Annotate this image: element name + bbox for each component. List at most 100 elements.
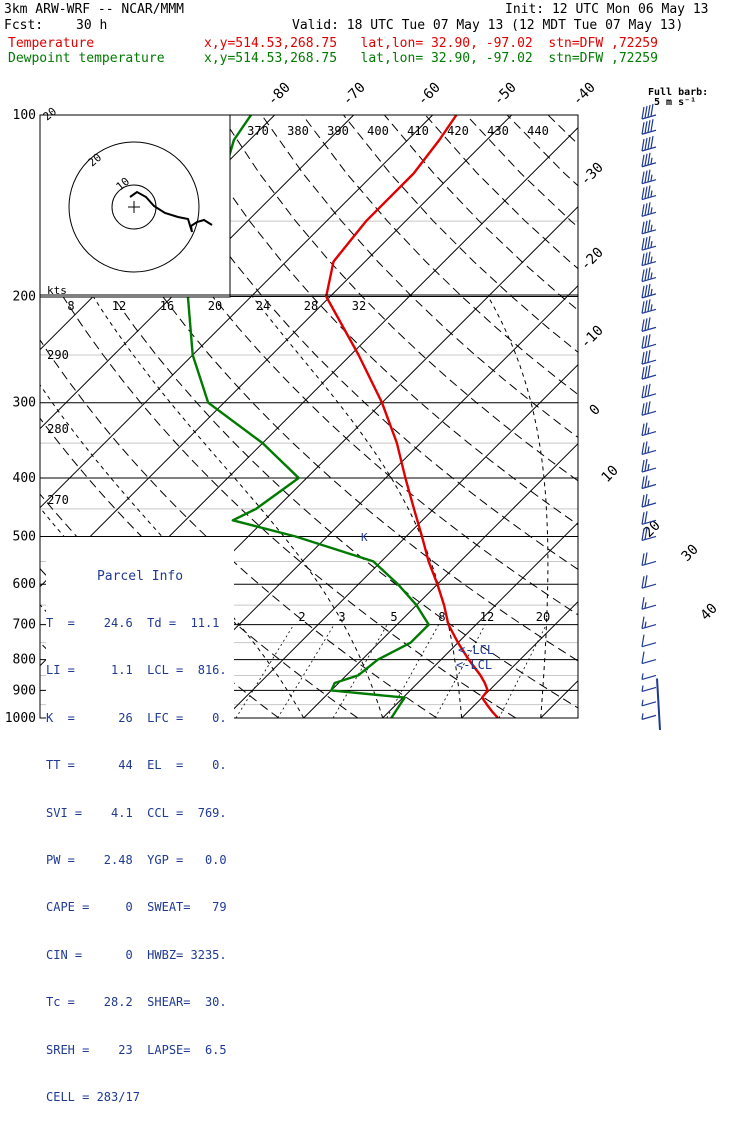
moist-adiabat bbox=[488, 297, 548, 719]
isotherm-label: -10 bbox=[578, 323, 607, 352]
theta-label: 370 bbox=[247, 124, 269, 138]
wind-barb-flag bbox=[645, 269, 647, 281]
wind-barb bbox=[642, 700, 656, 706]
isotherm-label: -50 bbox=[491, 80, 520, 109]
wind-barb bbox=[642, 252, 656, 266]
wind-barb-flag bbox=[645, 300, 647, 312]
wind-barb-flag bbox=[648, 317, 650, 329]
wind-barb-flag bbox=[645, 402, 647, 414]
wind-barb-flag bbox=[648, 499, 649, 505]
wind-barb-flag bbox=[648, 236, 650, 248]
speed-label: 24 bbox=[256, 299, 270, 313]
pressure-label: 300 bbox=[13, 396, 36, 411]
wind-barb-flag bbox=[648, 481, 649, 487]
barb-note: 5 m s⁻¹ bbox=[654, 97, 696, 108]
wind-barb bbox=[642, 334, 656, 348]
wind-barb-flag bbox=[651, 104, 653, 116]
wind-barb-flag bbox=[645, 575, 647, 587]
wind-barb-flag bbox=[642, 172, 644, 184]
isotherm-line bbox=[146, 115, 740, 718]
wind-barb-flag bbox=[651, 304, 652, 310]
wind-barb-flag bbox=[642, 139, 644, 151]
isotherm-line bbox=[541, 115, 740, 718]
wind-barb-flag bbox=[642, 403, 644, 415]
wind-barb bbox=[642, 365, 656, 379]
wind-barb-flag bbox=[642, 553, 644, 565]
wind-barb-flag bbox=[645, 154, 647, 166]
wind-barb-flag bbox=[651, 273, 652, 279]
wind-barb-flag bbox=[648, 105, 650, 117]
dry-adiabat bbox=[221, 115, 740, 718]
wind-barb-flag bbox=[648, 153, 650, 165]
speed-label: 16 bbox=[160, 299, 174, 313]
wind-barb bbox=[642, 575, 656, 588]
wind-barb-flag bbox=[642, 617, 644, 629]
wind-barb-flag bbox=[642, 685, 643, 691]
wind-barb-staff bbox=[642, 147, 656, 151]
wind-barb-flag bbox=[642, 301, 644, 313]
wind-barb-flag bbox=[648, 220, 650, 232]
isotherm-label: -20 bbox=[578, 245, 607, 274]
parcel-row: Tc = 28.2 SHEAR= 30. bbox=[46, 995, 234, 1011]
isotherm-line bbox=[462, 115, 740, 718]
wind-barb-flag bbox=[645, 253, 647, 265]
wind-barb-flag bbox=[645, 366, 647, 378]
wind-barb-flag bbox=[648, 384, 650, 396]
wind-barb-flag bbox=[648, 464, 649, 470]
isotherm-label: 40 bbox=[698, 601, 721, 624]
hodograph-unit: kts bbox=[47, 284, 67, 297]
parcel-row: LI = 1.1 LCL = 816. bbox=[46, 663, 234, 679]
wind-barb-flag bbox=[642, 367, 644, 379]
wind-barb bbox=[642, 635, 656, 647]
wind-barb bbox=[642, 476, 656, 489]
wind-barb-flag bbox=[642, 673, 643, 679]
wind-barb-flag bbox=[642, 270, 644, 282]
wind-barb-flag bbox=[648, 268, 650, 280]
wind-barb bbox=[642, 236, 656, 250]
theta-label: 410 bbox=[407, 124, 429, 138]
wind-barb bbox=[642, 552, 656, 565]
parcel-info-panel: Parcel Info T = 24.6 Td = 11.1 LI = 1.1 … bbox=[46, 537, 234, 727]
wind-barb-staff bbox=[642, 485, 656, 489]
wind-barb bbox=[642, 317, 656, 331]
theta-label: 430 bbox=[487, 124, 509, 138]
wind-barb-flag bbox=[648, 299, 650, 311]
theta-label: 280 bbox=[47, 422, 69, 436]
parcel-row: TT = 44 EL = 0. bbox=[46, 758, 234, 774]
wind-barb-flag bbox=[645, 106, 647, 118]
speed-label: 12 bbox=[112, 299, 126, 313]
wind-barb-flag bbox=[648, 252, 650, 264]
mixing-ratio-label: 20 bbox=[536, 610, 550, 624]
parcel-row: PW = 2.48 YGP = 0.0 bbox=[46, 853, 234, 869]
mixing-ratio-label: 5 bbox=[390, 610, 397, 624]
isotherm-line bbox=[620, 115, 740, 718]
wind-barb-flag bbox=[645, 351, 647, 363]
wind-barb bbox=[642, 652, 656, 664]
wind-barb-flag bbox=[642, 442, 644, 454]
wind-barb-flag bbox=[651, 207, 652, 213]
wind-barb-flag bbox=[648, 170, 650, 182]
dry-adiabat bbox=[466, 115, 740, 718]
mixing-ratio-line bbox=[499, 625, 546, 718]
wind-barb-staff bbox=[642, 702, 656, 706]
wind-barb-flag bbox=[642, 238, 644, 250]
wind-barb-flag bbox=[645, 441, 647, 453]
wind-barb bbox=[642, 136, 656, 151]
parcel-info-title: Parcel Info bbox=[46, 569, 234, 585]
wind-barb-flag bbox=[648, 365, 650, 377]
wind-barb-staff bbox=[642, 294, 656, 298]
lcl-label: <-LCL bbox=[458, 643, 494, 657]
theta-label: 400 bbox=[367, 124, 389, 138]
wind-barb-flag bbox=[642, 352, 644, 364]
wind-barb-flag bbox=[648, 350, 650, 362]
wind-barb-flag bbox=[642, 424, 644, 436]
wind-barb-staff bbox=[642, 246, 656, 250]
wind-barb bbox=[642, 268, 656, 282]
speed-label: 20 bbox=[208, 299, 222, 313]
pressure-label: 100 bbox=[13, 108, 36, 123]
wind-barb bbox=[642, 220, 656, 234]
pressure-label: 1000 bbox=[5, 711, 36, 726]
wind-barb-flag bbox=[645, 335, 647, 347]
theta-label: 290 bbox=[47, 348, 69, 362]
wind-barb-flag bbox=[651, 191, 652, 197]
